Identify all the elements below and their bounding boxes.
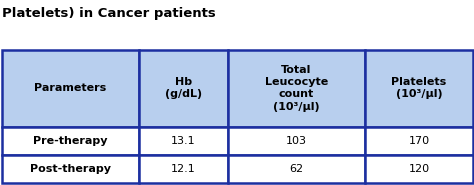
Text: 12.1: 12.1 [171, 164, 196, 174]
Text: 103: 103 [286, 136, 307, 146]
Bar [2, 127, 139, 155]
Bar [228, 127, 365, 155]
Bar [228, 155, 365, 183]
Text: Total
Leucocyte
count
(10³/µl): Total Leucocyte count (10³/µl) [265, 65, 328, 112]
Text: 170: 170 [409, 136, 429, 146]
Bar [365, 155, 473, 183]
Text: 13.1: 13.1 [171, 136, 196, 146]
Text: Hb
(g/dL): Hb (g/dL) [165, 77, 202, 100]
Bar [139, 127, 228, 155]
Bar [139, 50, 228, 127]
Bar [139, 155, 228, 183]
Text: Platelets
(10³/µl): Platelets (10³/µl) [392, 77, 447, 100]
Text: Post-therapy: Post-therapy [30, 164, 111, 174]
Bar [365, 50, 473, 127]
Bar [2, 155, 139, 183]
Text: 62: 62 [290, 164, 304, 174]
Bar [228, 50, 365, 127]
Bar [365, 127, 473, 155]
Text: Pre-therapy: Pre-therapy [33, 136, 108, 146]
Bar [2, 50, 139, 127]
Text: Platelets) in Cancer patients: Platelets) in Cancer patients [2, 7, 216, 20]
Text: 120: 120 [409, 164, 429, 174]
Text: Parameters: Parameters [35, 83, 107, 93]
